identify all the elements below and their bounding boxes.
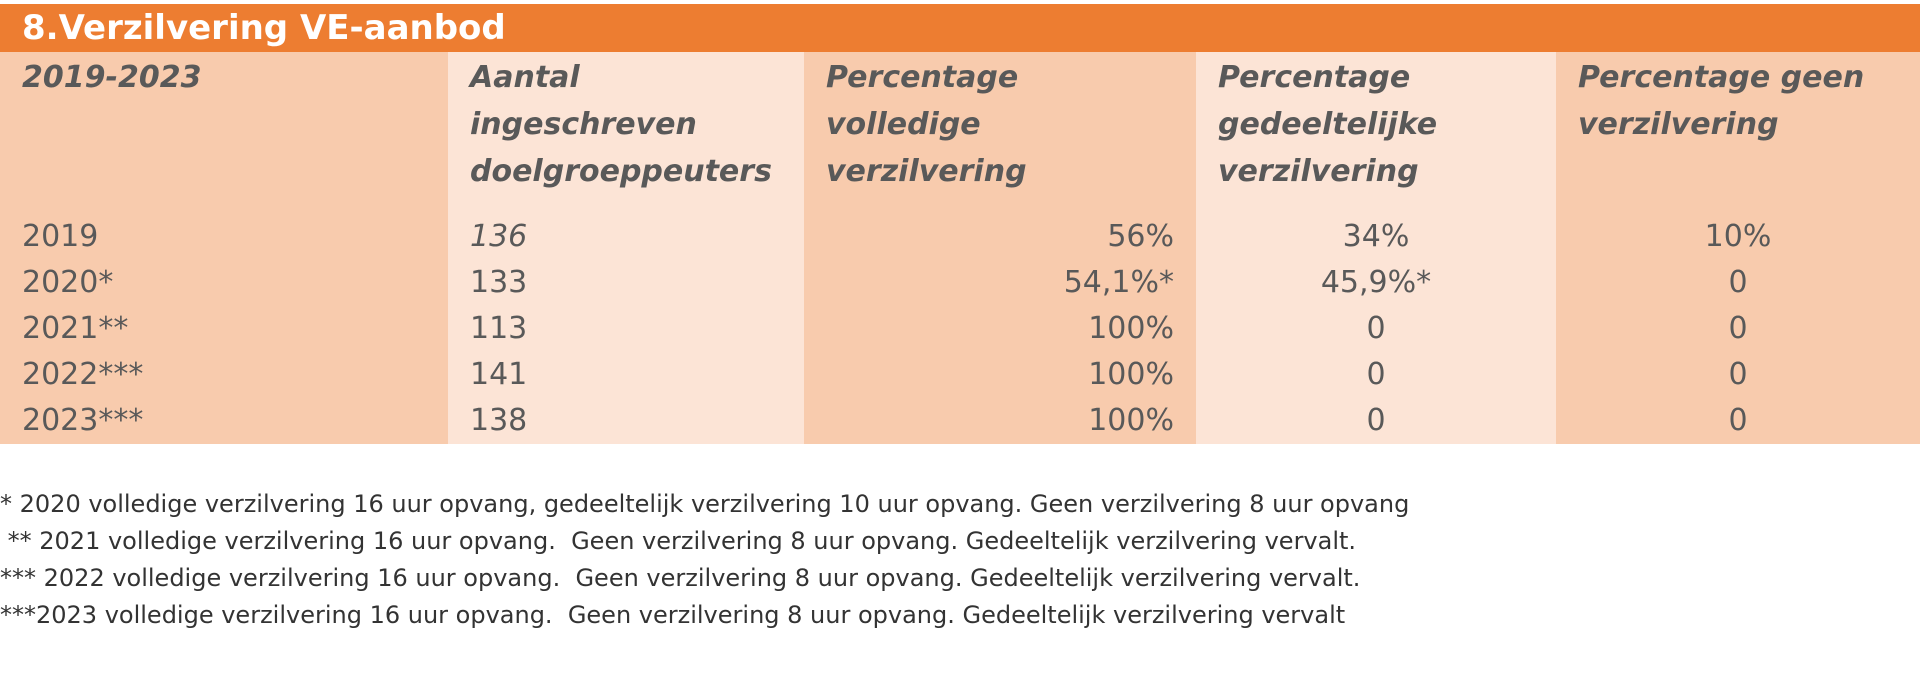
- header-gedeeltelijke: Percentage gedeeltelijke verzilvering: [1196, 52, 1556, 214]
- footnote: * 2020 volledige verzilvering 16 uur opv…: [0, 490, 1410, 518]
- cell-gedeeltelijke: 45,9%*: [1196, 260, 1556, 306]
- cell-year: 2020*: [0, 260, 448, 306]
- header-aantal: Aantal ingeschreven doelgroeppeuters: [448, 52, 804, 214]
- table-row: 2020* 133 54,1%* 45,9%* 0: [0, 260, 1920, 306]
- cell-year: 2021**: [0, 306, 448, 352]
- footnote: ** 2021 volledige verzilvering 16 uur op…: [0, 527, 1357, 555]
- cell-aantal: 138: [448, 398, 804, 444]
- cell-volledige: 100%: [804, 398, 1196, 444]
- verzilvering-table: 2019-2023 Aantal ingeschreven doelgroepp…: [0, 52, 1920, 444]
- table-row: 2019 136 56% 34% 10%: [0, 214, 1920, 260]
- cell-geen: 0: [1556, 352, 1920, 398]
- cell-geen: 0: [1556, 398, 1920, 444]
- cell-geen: 0: [1556, 260, 1920, 306]
- footnote: ***2023 volledige verzilvering 16 uur op…: [0, 601, 1346, 629]
- table-row: 2022*** 141 100% 0 0: [0, 352, 1920, 398]
- cell-gedeeltelijke: 0: [1196, 306, 1556, 352]
- header-row: 2019-2023 Aantal ingeschreven doelgroepp…: [0, 52, 1920, 214]
- cell-aantal: 141: [448, 352, 804, 398]
- cell-gedeeltelijke: 34%: [1196, 214, 1556, 260]
- cell-aantal: 133: [448, 260, 804, 306]
- header-period: 2019-2023: [0, 52, 448, 214]
- cell-geen: 10%: [1556, 214, 1920, 260]
- cell-gedeeltelijke: 0: [1196, 398, 1556, 444]
- cell-volledige: 54,1%*: [804, 260, 1196, 306]
- cell-year: 2022***: [0, 352, 448, 398]
- footnotes: * 2020 volledige verzilvering 16 uur opv…: [0, 486, 1920, 634]
- header-geen: Percentage geen verzilvering: [1556, 52, 1920, 214]
- table-row: 2023*** 138 100% 0 0: [0, 398, 1920, 444]
- table-title: 8.Verzilvering VE-aanbod: [0, 4, 1920, 52]
- cell-volledige: 100%: [804, 306, 1196, 352]
- footnote: *** 2022 volledige verzilvering 16 uur o…: [0, 564, 1361, 592]
- cell-volledige: 100%: [804, 352, 1196, 398]
- cell-volledige: 56%: [804, 214, 1196, 260]
- cell-aantal: 136: [448, 214, 804, 260]
- table-row: 2021** 113 100% 0 0: [0, 306, 1920, 352]
- cell-year: 2019: [0, 214, 448, 260]
- cell-aantal: 113: [448, 306, 804, 352]
- cell-gedeeltelijke: 0: [1196, 352, 1556, 398]
- cell-geen: 0: [1556, 306, 1920, 352]
- header-volledige: Percentage volledige verzilvering: [804, 52, 1196, 214]
- cell-year: 2023***: [0, 398, 448, 444]
